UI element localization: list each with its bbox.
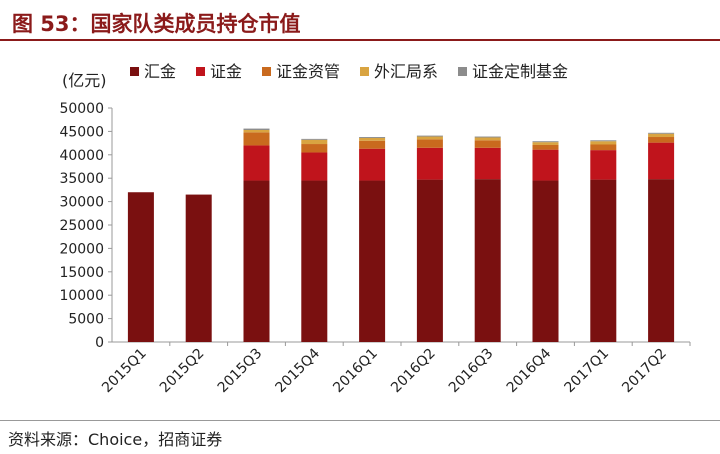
y-tick-label: 0 bbox=[95, 335, 104, 351]
bar-segment bbox=[127, 192, 154, 342]
x-tick-label: 2016Q1 bbox=[330, 346, 381, 397]
y-tick-label: 20000 bbox=[59, 241, 104, 257]
stacked-bar-chart: (亿元) 汇金 证金 证金资管 外汇局系 证金定制基金 0 5000 10000 15000 200… bbox=[59, 62, 691, 397]
x-tick-label: 2016Q2 bbox=[388, 346, 439, 397]
bar-segment bbox=[590, 144, 617, 151]
x-tick-label: 2015Q4 bbox=[273, 345, 324, 396]
bar-segment bbox=[474, 140, 501, 148]
figure-title-bar: 图 53：国家队类成员持仓市值 bbox=[0, 0, 720, 41]
bar-segment bbox=[416, 179, 443, 342]
bar-segment bbox=[590, 150, 617, 180]
bar-segment bbox=[416, 135, 443, 137]
y-tick-label: 40000 bbox=[59, 148, 104, 164]
legend-swatch bbox=[130, 67, 139, 76]
bar-segment bbox=[243, 145, 270, 181]
bar-segment bbox=[359, 137, 386, 141]
bar-segment bbox=[359, 180, 386, 342]
bar-segment bbox=[474, 147, 501, 180]
bar-segment bbox=[185, 194, 212, 342]
bar-segment bbox=[416, 139, 443, 148]
bar-segment bbox=[532, 142, 559, 145]
bar-segment bbox=[301, 152, 328, 181]
x-tick-label: 2017Q1 bbox=[562, 346, 613, 397]
bar-segment bbox=[648, 137, 675, 143]
bar-segment bbox=[648, 133, 675, 138]
bar-segment bbox=[474, 137, 501, 141]
legend-swatch bbox=[196, 67, 205, 76]
bar-segment bbox=[590, 179, 617, 342]
x-tick-label: 2015Q3 bbox=[215, 346, 266, 397]
x-tick-label: 2015Q1 bbox=[99, 346, 150, 397]
legend-label: 证金定制基金 bbox=[472, 62, 568, 81]
bar-segment bbox=[648, 179, 675, 342]
legend-label: 汇金 bbox=[144, 62, 176, 81]
y-tick-label: 25000 bbox=[59, 218, 104, 234]
bar-segment bbox=[648, 142, 675, 180]
bar-segment bbox=[590, 140, 617, 142]
bar-segment bbox=[416, 136, 443, 140]
bar-segment bbox=[359, 148, 386, 181]
bar-segment bbox=[243, 128, 270, 130]
x-tick-label: 2015Q2 bbox=[157, 346, 208, 397]
bar-segment bbox=[359, 140, 386, 149]
bar-segment bbox=[243, 132, 270, 146]
legend-label: 外汇局系 bbox=[374, 62, 438, 81]
bar-segment bbox=[532, 141, 559, 143]
x-tick-label: 2017Q2 bbox=[619, 346, 670, 397]
bar-segment bbox=[301, 180, 328, 342]
y-tick-label: 50000 bbox=[59, 101, 104, 117]
y-axis-label: (亿元) bbox=[62, 71, 107, 90]
bar-segment bbox=[474, 179, 501, 342]
bar-segment bbox=[532, 180, 559, 342]
figure-title: 图 53：国家队类成员持仓市值 bbox=[12, 12, 301, 36]
y-tick-label: 45000 bbox=[59, 124, 104, 140]
source-note: 资料来源：Choice，招商证券 bbox=[8, 430, 223, 449]
legend-label: 证金资管 bbox=[276, 62, 340, 81]
y-tick-label: 35000 bbox=[59, 171, 104, 187]
bar-segment bbox=[243, 129, 270, 133]
x-tick-label: 2016Q4 bbox=[504, 345, 555, 396]
legend-swatch bbox=[262, 67, 271, 76]
bar-segment bbox=[532, 144, 559, 150]
bar-segment bbox=[301, 138, 328, 140]
bar-segment bbox=[301, 144, 328, 153]
bar-segment bbox=[532, 149, 559, 181]
bottom-rule bbox=[0, 420, 720, 421]
legend-swatch bbox=[458, 67, 467, 76]
bar-segment bbox=[648, 132, 675, 134]
legend-swatch bbox=[360, 67, 369, 76]
bar-segment bbox=[474, 136, 501, 138]
legend-label: 证金 bbox=[210, 62, 242, 81]
bar-segment bbox=[243, 180, 270, 342]
y-tick-label: 30000 bbox=[59, 195, 104, 211]
x-tick-label: 2016Q3 bbox=[446, 346, 497, 397]
bar-segment bbox=[301, 139, 328, 145]
bar-segment bbox=[590, 141, 617, 145]
y-tick-label: 15000 bbox=[59, 265, 104, 281]
bar-segment bbox=[359, 137, 386, 138]
y-tick-label: 5000 bbox=[68, 312, 104, 328]
title-rule bbox=[0, 39, 720, 41]
y-tick-label: 10000 bbox=[59, 288, 104, 304]
bar-segment bbox=[416, 147, 443, 180]
